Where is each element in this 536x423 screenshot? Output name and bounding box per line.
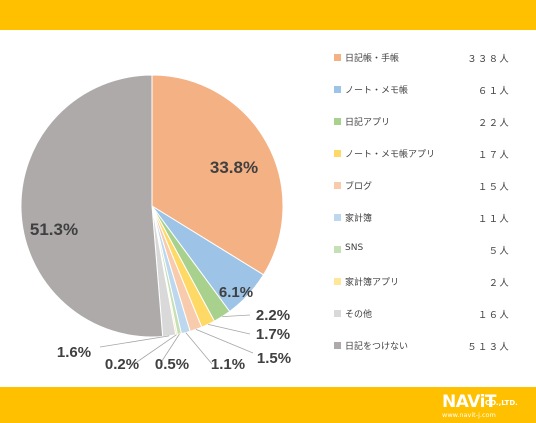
legend-item: ノート・メモ帳 ６１人 xyxy=(332,82,532,98)
legend-item: ノート・メモ帳アプリ １７人 xyxy=(332,146,532,162)
top-banner xyxy=(0,0,536,30)
data-label: 2.2% xyxy=(256,307,290,324)
bottom-banner xyxy=(0,387,536,423)
legend-count: ６１人 xyxy=(477,86,510,97)
leader-line xyxy=(99,335,170,348)
legend-swatch xyxy=(334,150,341,157)
legend-item: 日記帳・手帳 ３３８人 xyxy=(332,50,532,66)
legend-count: １７人 xyxy=(477,150,510,161)
legend-count: ５１３人 xyxy=(467,342,510,353)
legend-count: ２２人 xyxy=(477,118,510,129)
legend-label: ノート・メモ帳 xyxy=(345,86,409,96)
legend-swatch xyxy=(334,118,341,125)
legend-count: １１人 xyxy=(477,214,510,225)
legend-label: SNS xyxy=(345,243,364,253)
logo-suffix: CO.,LTD. xyxy=(485,399,518,407)
legend-swatch xyxy=(334,54,341,61)
legend-label: その他 xyxy=(345,310,373,320)
legend-item: 家計簿アプリ ２人 xyxy=(332,274,532,290)
data-label: 1.6% xyxy=(57,344,91,361)
legend-label: 家計簿アプリ xyxy=(345,278,400,288)
legend-label: 家計簿 xyxy=(345,214,373,224)
leader-line xyxy=(185,332,213,365)
pie-slice xyxy=(20,74,164,338)
leader-line xyxy=(222,314,251,317)
legend-swatch xyxy=(334,310,341,317)
legend-label: 日記帳・手帳 xyxy=(345,54,400,64)
data-label: 6.1% xyxy=(219,284,253,301)
pie-slice xyxy=(151,74,284,276)
data-label: 33.8% xyxy=(210,158,258,177)
data-label: 51.3% xyxy=(30,220,78,239)
legend-swatch xyxy=(334,342,341,349)
leader-line xyxy=(159,333,180,365)
legend-swatch xyxy=(334,214,341,221)
legend-item: ブログ １５人 xyxy=(332,178,532,194)
legend-count: ２人 xyxy=(488,278,510,289)
legend-swatch xyxy=(334,246,341,253)
logo-brand: NAViT xyxy=(442,392,497,412)
legend-swatch xyxy=(334,182,341,189)
data-label: 1.5% xyxy=(257,350,291,367)
legend-label: ブログ xyxy=(345,182,373,192)
legend-label: 日記をつけない xyxy=(345,342,409,352)
leader-line xyxy=(208,324,251,335)
legend-swatch xyxy=(334,278,341,285)
logo-url: www.navit-j.com xyxy=(442,411,496,419)
legend-item: 日記アプリ ２２人 xyxy=(332,114,532,130)
data-label: 1.1% xyxy=(211,356,245,373)
data-label: 0.2% xyxy=(105,356,139,373)
legend-item: 家計簿 １１人 xyxy=(332,210,532,226)
legend-count: １６人 xyxy=(477,310,510,321)
legend-count: ５人 xyxy=(488,246,510,257)
legend-label: ノート・メモ帳アプリ xyxy=(345,150,436,160)
data-label: 0.5% xyxy=(155,356,189,373)
legend-item: SNS ５人 xyxy=(332,242,532,258)
legend-item: 日記をつけない ５１３人 xyxy=(332,338,532,354)
legend-swatch xyxy=(334,86,341,93)
leader-line xyxy=(133,334,177,365)
legend-label: 日記アプリ xyxy=(345,118,391,128)
leader-line xyxy=(195,329,254,354)
legend-count: １５人 xyxy=(477,182,510,193)
navit-logo: NAViT CO.,LTD. www.navit-j.com xyxy=(435,392,535,420)
data-label: 1.7% xyxy=(256,326,290,343)
pie-chart: 33.8% 6.1%2.2% 1.7% 1.5% 1.1% 0.5% 0.2% 1.6% 51.… xyxy=(20,74,291,373)
legend-item: その他 １６人 xyxy=(332,306,532,322)
legend-count: ３３８人 xyxy=(467,54,510,65)
